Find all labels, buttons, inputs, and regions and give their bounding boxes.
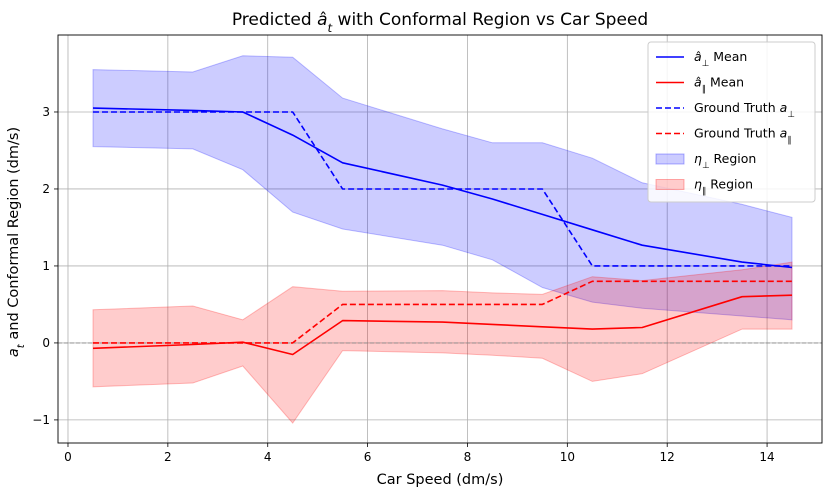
x-tick-label: 4 xyxy=(264,450,272,464)
plot-frame xyxy=(57,34,823,444)
y-tick-label: 0 xyxy=(42,336,50,350)
x-tick-label: 8 xyxy=(464,450,472,464)
legend-region-swatch-1 xyxy=(655,179,685,190)
plot-area xyxy=(58,35,822,443)
legend-box xyxy=(647,41,816,203)
series-line-3 xyxy=(93,280,792,344)
series-line-0 xyxy=(92,107,793,269)
y-tick-label: 1 xyxy=(42,259,50,273)
x-axis-label: Car Speed (dm/s) xyxy=(377,472,504,488)
series-line-1 xyxy=(92,294,793,356)
region-0 xyxy=(92,55,793,321)
legend-label-2: Ground Truth a⊥ xyxy=(694,100,795,120)
y-tick-label: 3 xyxy=(42,105,50,119)
x-tick-label: 2 xyxy=(164,450,172,464)
y-tick-label: −1 xyxy=(32,413,50,427)
x-tick-label: 14 xyxy=(759,450,774,464)
x-tick-label: 12 xyxy=(660,450,675,464)
y-axis-label: at and Conformal Region (dm/s) xyxy=(6,127,27,357)
legend-label-0: â⊥ Mean xyxy=(694,49,747,69)
legend-region-swatch-0 xyxy=(655,153,685,165)
legend-region-label-0: η⊥ Region xyxy=(694,151,756,171)
y-tick-label: 2 xyxy=(42,182,50,196)
legend-region-label-1: η∥ Region xyxy=(694,177,753,197)
x-tick-label: 6 xyxy=(364,450,372,464)
chart-title: Predicted ât with Conformal Region vs C… xyxy=(232,10,648,35)
legend-label-1: â∥ Mean xyxy=(694,75,744,95)
legend-label-3: Ground Truth a∥ xyxy=(694,126,792,146)
x-tick-label: 0 xyxy=(64,450,72,464)
series-line-2 xyxy=(93,111,792,267)
legend: â⊥ Mean â∥ Mean Ground Truth a⊥ Ground Tr… xyxy=(647,41,816,203)
x-tick-label: 10 xyxy=(560,450,575,464)
